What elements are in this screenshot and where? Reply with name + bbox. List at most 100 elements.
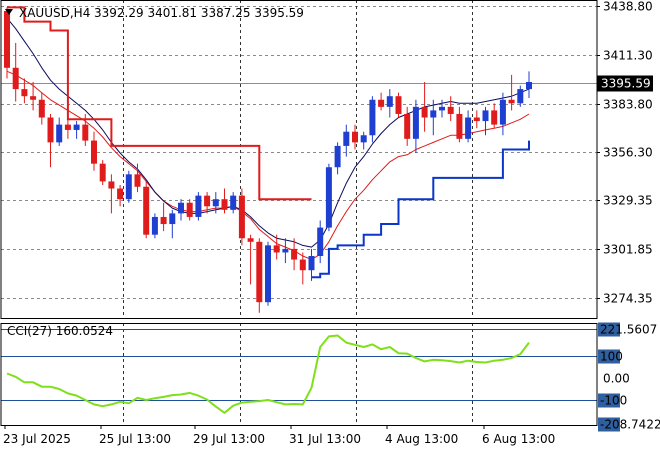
symbol-label: XAUUSD,H4 [19,6,90,20]
cci-line [6,334,530,414]
candle-body [352,131,358,143]
trailing-stop-down [7,6,312,201]
candle-body [343,131,350,146]
candle-body [30,96,37,100]
candle [143,181,150,239]
candle-body [491,110,498,125]
candle-body [169,213,176,225]
price-tick-label: 3383.80 [603,98,653,112]
current-price-tag [597,75,653,92]
candle-body [412,106,419,139]
candle-body [308,256,315,271]
candle [204,192,211,214]
candle [369,96,376,143]
candle [491,103,498,129]
candle-body [186,202,193,217]
candle [195,192,202,221]
candle [378,92,385,111]
candle-body [395,96,402,114]
candle-body [439,106,445,111]
candle [482,106,489,136]
candle-body [91,140,97,164]
candle-body [117,188,124,200]
candle [64,117,71,139]
candle [282,238,289,264]
candle [4,7,10,79]
current-price-label: 3395.59 [601,77,651,91]
candle-body [99,163,106,182]
candle [38,92,45,125]
cci-tick-label: -208.7422 [600,418,660,432]
candle-body [265,245,271,303]
collapse-arrow-icon[interactable] [5,9,13,15]
candle [21,78,28,104]
cci-tick-label: 221.5607 [600,323,657,337]
price-tick-label: 3274.35 [603,292,653,306]
candle [108,174,115,214]
candle [352,124,358,150]
candle-body [151,216,158,235]
cci-tick-label: -100 [600,394,627,408]
candle [499,92,506,136]
candle [465,110,472,143]
candle [99,160,106,185]
cci-level-box [598,349,620,364]
candle [325,163,332,232]
candle [308,248,315,281]
fast-ma-line [6,70,530,261]
trailing-stop-up [311,140,530,279]
time-tick-label: 4 Aug 13:00 [385,432,458,446]
candle [247,234,254,285]
candle-body [473,117,480,122]
candle-body [517,89,524,104]
candle [439,99,445,118]
cci-pane [1,323,597,425]
cci-level-box [598,393,620,408]
candle [456,106,463,143]
candle [508,74,515,111]
candle-body [204,195,211,207]
candle-body [465,117,472,139]
candle [447,96,454,122]
price-pane-frame [0,0,598,319]
candle [212,192,219,214]
candle-body [125,174,132,200]
candle [430,99,437,136]
candle-body [421,106,428,118]
candle [160,202,167,232]
candle [186,199,193,221]
candle-body [238,195,245,239]
candle-body [299,259,306,271]
candle-body [456,113,463,139]
price-tick-label: 3356.30 [603,146,653,160]
price-tick-label: 3438.80 [603,0,653,14]
ohlc-label: 3392.29 3401.81 3387.25 3395.59 [94,6,304,20]
candle-body [334,145,341,168]
candle-body [4,10,10,68]
candle [360,131,367,150]
candle-body [73,124,80,130]
candle-body [256,241,263,303]
candle [517,85,524,107]
candle [47,113,54,168]
candle [291,238,298,271]
candle [412,99,419,154]
price-tick-label: 3301.85 [603,243,653,257]
candle [421,81,428,132]
candle-body [404,113,411,139]
time-tick-label: 31 Jul 13:00 [289,432,361,446]
time-tick-label: 25 Jul 13:00 [99,432,171,446]
candle-body [134,174,141,187]
candle-body [108,181,115,189]
price-tick-label: 3329.35 [603,194,653,208]
candle [317,220,324,264]
price-pane [1,0,597,318]
candle [404,106,411,146]
time-tick-label: 29 Jul 13:00 [193,432,265,446]
time-tick-label: 23 Jul 2025 [3,432,71,446]
candle [125,170,132,203]
candle [82,113,89,146]
candle-body [230,195,237,210]
